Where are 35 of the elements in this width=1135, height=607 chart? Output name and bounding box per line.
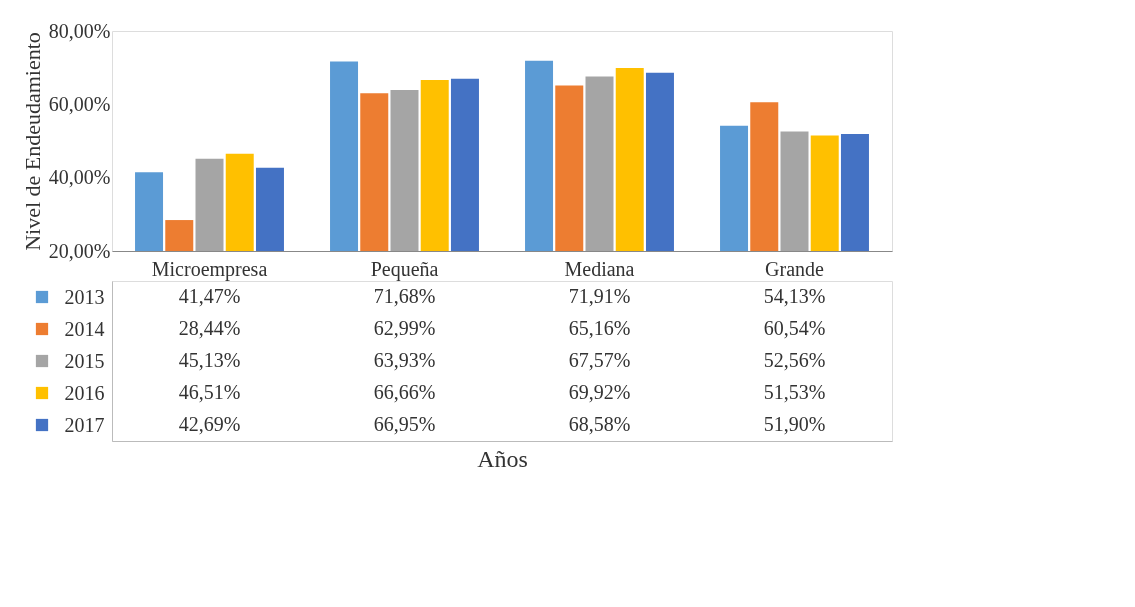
data-label: 54,13% — [763, 285, 826, 307]
y-tick-label: 60,00% — [48, 92, 111, 115]
y-axis-title: Nivel de Endeudamiento — [19, 32, 45, 251]
data-label: 67,57% — [568, 349, 631, 371]
data-label: 28,44% — [178, 317, 241, 339]
data-label: 46,51% — [178, 381, 241, 403]
y-tick-label: 40,00% — [48, 166, 111, 189]
data-label: 45,13% — [178, 349, 241, 371]
y-tick-label: 20,00% — [48, 239, 111, 262]
data-label: 41,47% — [178, 285, 241, 307]
data-label: 51,90% — [763, 413, 826, 435]
data-label: 52,56% — [763, 349, 826, 371]
data-label: 51,53% — [763, 381, 826, 403]
legend-label: 2015 — [64, 349, 105, 372]
x-tick-label: Grande — [765, 257, 825, 280]
y-tick-label: 80,00% — [48, 19, 111, 42]
x-tick-label: Microempresa — [151, 257, 268, 281]
data-label: 68,58% — [568, 413, 631, 435]
legend-label: 2016 — [64, 381, 105, 404]
data-label: 42,69% — [178, 413, 241, 435]
data-label: 71,91% — [568, 285, 631, 307]
data-label: 66,95% — [373, 413, 436, 435]
legend-label: 2017 — [64, 413, 105, 436]
data-label: 60,54% — [763, 317, 826, 339]
legend-label: 2014 — [64, 317, 105, 340]
x-tick-label: Pequeña — [370, 257, 439, 281]
data-label: 71,68% — [373, 285, 436, 307]
data-label: 69,92% — [568, 381, 631, 403]
legend-label: 2013 — [64, 285, 105, 308]
text: Años — [477, 445, 528, 472]
data-label: 63,93% — [373, 349, 436, 371]
data-label: 66,66% — [373, 381, 436, 403]
data-label: 62,99% — [373, 317, 436, 339]
x-tick-label: Mediana — [564, 257, 635, 280]
data-label: 65,16% — [568, 317, 631, 339]
